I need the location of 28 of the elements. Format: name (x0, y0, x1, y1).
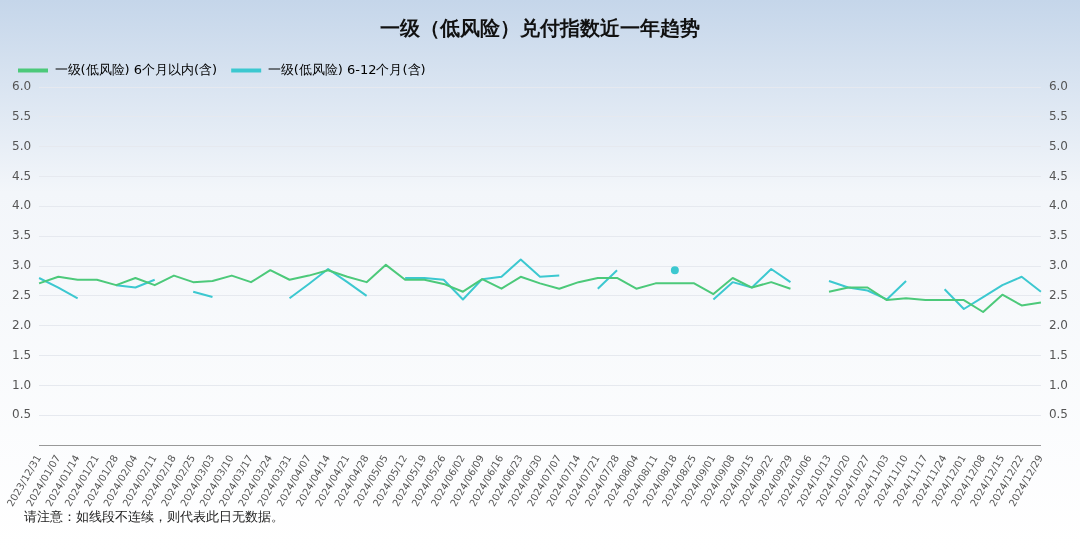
y2-tick-label: 6.0 (1048, 79, 1069, 94)
y-tick-label: 0.5 (11, 407, 32, 422)
y2-tick-label: 0.5 (1048, 407, 1069, 422)
legend-label: 一级(低风险) 6-12个月(含) (267, 61, 426, 77)
y-tick-label: 5.0 (11, 138, 32, 153)
y-tick-label: 5.5 (11, 108, 32, 123)
y-tick-label: 2.0 (11, 317, 32, 332)
y2-tick-label: 2.0 (1048, 317, 1069, 332)
y-tick-label: 2.5 (11, 288, 32, 303)
y2-tick-label: 5.5 (1048, 108, 1069, 123)
y2-tick-label: 1.0 (1048, 377, 1069, 392)
y2-tick-label: 3.0 (1048, 258, 1069, 273)
y2-tick-label: 1.5 (1048, 347, 1069, 362)
text: 请注意：如线段不连续，则代表此日无数据。 (24, 509, 284, 525)
y-tick-label: 6.0 (11, 79, 32, 94)
chart-title: 一级（低风险）兑付指数近一年趋势 (380, 16, 700, 41)
legend-label: 一级(低风险) 6个月以内(含) (54, 61, 218, 77)
y-tick-label: 4.0 (11, 198, 32, 213)
y2-tick-label: 3.5 (1048, 228, 1069, 243)
y-tick-label: 1.0 (11, 377, 32, 392)
y2-tick-label: 2.5 (1048, 288, 1069, 303)
y2-tick-label: 4.0 (1048, 198, 1069, 213)
y-tick-label: 4.5 (11, 168, 32, 183)
y-tick-label: 3.5 (11, 228, 32, 243)
y2-tick-label: 4.5 (1048, 168, 1069, 183)
y2-tick-label: 5.0 (1048, 138, 1069, 153)
y-tick-label: 3.0 (11, 258, 32, 273)
y-tick-label: 1.5 (11, 347, 32, 362)
